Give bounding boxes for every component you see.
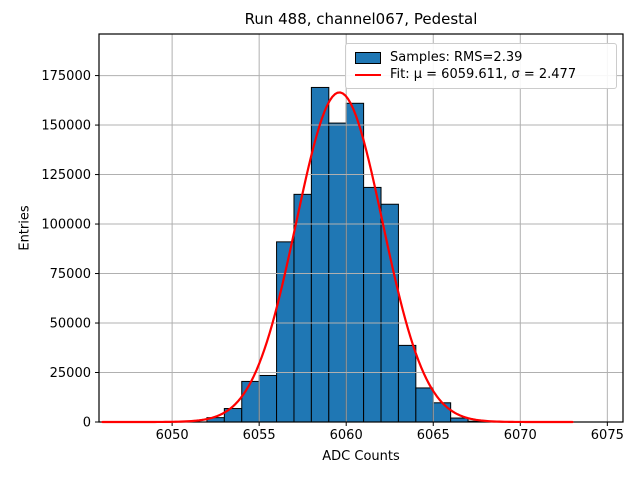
plot-border xyxy=(98,33,624,423)
y-tick-label: 50000 xyxy=(50,317,91,332)
histogram-bar xyxy=(241,380,260,423)
x-axis-label: ADC Counts xyxy=(322,449,400,464)
fit-curve xyxy=(101,91,574,424)
histogram-bar xyxy=(258,374,278,423)
y-tick-label: 75000 xyxy=(50,267,91,282)
histogram-bar xyxy=(432,402,452,423)
histogram-bar xyxy=(415,387,434,423)
histogram-bar xyxy=(397,344,417,423)
legend-fit-label: Fit: μ = 6059.611, σ = 2.477 xyxy=(390,67,577,82)
histogram-swatch-icon xyxy=(355,51,381,64)
histogram-bar xyxy=(328,122,347,423)
legend-item-fit: Fit: μ = 6059.611, σ = 2.477 xyxy=(355,66,607,83)
histogram-bar xyxy=(363,186,382,423)
y-tick-label: 150000 xyxy=(41,119,91,134)
y-tick-label: 175000 xyxy=(41,69,91,84)
legend-samples-label: Samples: RMS=2.39 xyxy=(390,50,523,65)
legend-item-samples: Samples: RMS=2.39 xyxy=(355,49,607,66)
histogram-bar xyxy=(380,203,399,423)
x-tick-label: 6065 xyxy=(417,428,450,443)
legend: Samples: RMS=2.39 Fit: μ = 6059.611, σ =… xyxy=(345,43,617,89)
y-tick-label: 25000 xyxy=(50,366,91,381)
histogram-bar xyxy=(310,86,330,423)
y-axis-label: Entries xyxy=(17,205,33,251)
fit-line-swatch-icon xyxy=(355,73,381,76)
x-tick-label: 6070 xyxy=(504,428,537,443)
histogram-bar xyxy=(293,193,312,423)
y-tick-label: 100000 xyxy=(41,218,91,233)
x-tick-label: 6050 xyxy=(156,428,189,443)
chart-title: Run 488, channel067, Pedestal xyxy=(244,10,478,28)
x-tick-label: 6075 xyxy=(591,428,624,443)
y-tick-label: 0 xyxy=(83,416,91,431)
x-tick-label: 6060 xyxy=(330,428,363,443)
y-tick-label: 125000 xyxy=(41,168,91,183)
histogram-bar xyxy=(345,102,365,423)
x-tick-label: 6055 xyxy=(243,428,276,443)
